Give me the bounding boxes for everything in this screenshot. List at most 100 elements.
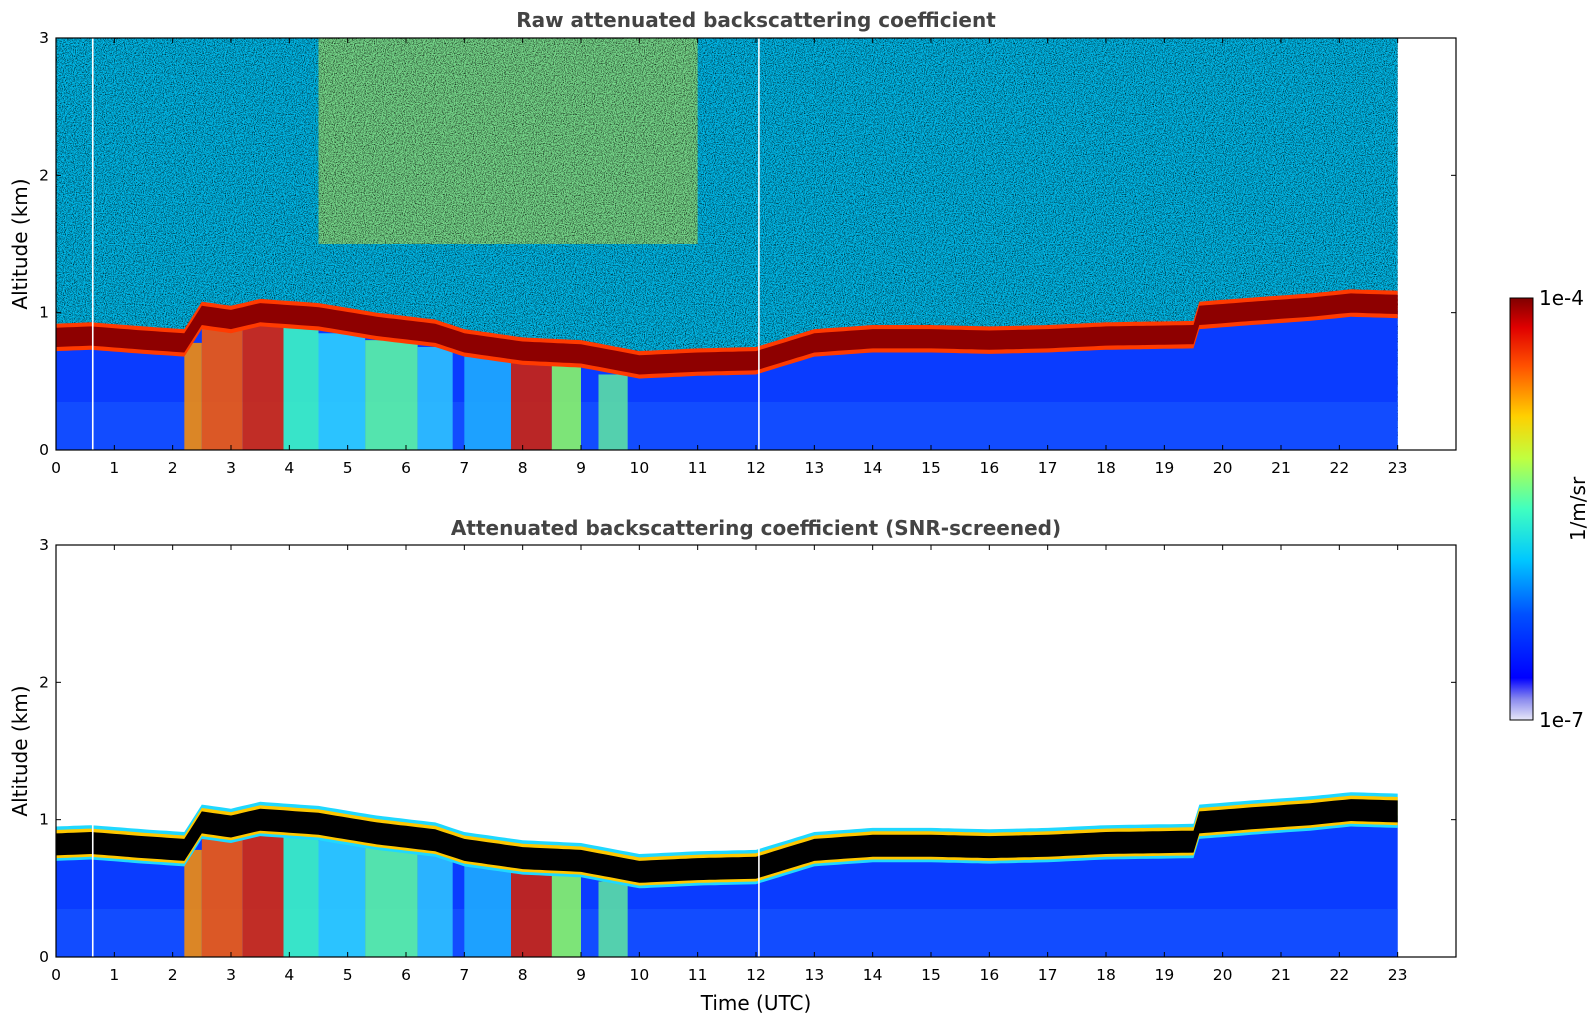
x-tick-label: 23 (1388, 966, 1408, 984)
precip-shaft (365, 847, 418, 957)
x-tick-label: 7 (459, 459, 469, 477)
x-tick-label: 5 (343, 459, 353, 477)
panel1-title: Raw attenuated backscattering coefficien… (516, 8, 996, 32)
x-tick-label: 21 (1271, 966, 1291, 984)
precip-shaft (417, 854, 453, 957)
x-tick-label: 13 (804, 459, 824, 477)
x-tick-label: 10 (629, 459, 649, 477)
data-gap-line (91, 38, 94, 450)
cloud-layer (56, 293, 1398, 375)
x-tick-label: 10 (629, 966, 649, 984)
precip-shaft (184, 849, 202, 957)
x-tick-label: 11 (688, 966, 708, 984)
x-tick-label: 22 (1329, 459, 1349, 477)
x-tick-label: 17 (1038, 459, 1058, 477)
x-axis-label: Time (UTC) (700, 991, 812, 1015)
x-tick-label: 22 (1329, 966, 1349, 984)
y-tick-label: 0 (39, 948, 49, 966)
precip-shaft (318, 840, 366, 957)
panel1-x-ticks: 0 1 2 3 4 5 6 7 8 9 10 11 12 13 14 15 16 17 18 19 20 21 22 23 (51, 38, 1408, 477)
precip-shaft (201, 326, 243, 450)
raw-backscatter-panel: Raw attenuated backscattering coefficien… (8, 8, 1457, 477)
x-tick-label: 7 (459, 966, 469, 984)
screened-backscatter-heatmap (56, 545, 1398, 957)
precip-shaft (417, 347, 453, 450)
precip-shaft (511, 360, 552, 450)
x-tick-label: 14 (863, 966, 883, 984)
precip-shaft (464, 860, 511, 957)
x-tick-label: 2 (168, 966, 178, 984)
precip-shaft (365, 340, 418, 450)
panel1-y-axis-label: Altitude (km) (8, 178, 32, 309)
x-tick-label: 17 (1038, 966, 1058, 984)
x-tick-label: 8 (518, 459, 528, 477)
x-tick-label: 1 (109, 966, 119, 984)
x-tick-label: 16 (979, 966, 999, 984)
x-tick-label: 0 (51, 966, 61, 984)
x-tick-label: 19 (1154, 459, 1174, 477)
panel2-y-ticks: 0 1 2 3 (39, 536, 1456, 966)
colorbar-max-label: 1e-4 (1539, 286, 1584, 310)
precip-shaft (551, 360, 581, 450)
x-tick-label: 11 (688, 459, 708, 477)
data-gap-line (91, 545, 94, 957)
y-tick-label: 1 (39, 811, 49, 829)
x-tick-label: 1 (109, 459, 119, 477)
x-tick-label: 18 (1096, 966, 1116, 984)
colorbar-min-label: 1e-7 (1539, 708, 1584, 732)
raw-backscatter-heatmap (56, 38, 1398, 450)
panel1-y-ticks: 0 1 2 3 (39, 29, 1456, 459)
x-tick-label: 18 (1096, 459, 1116, 477)
x-tick-label: 20 (1213, 459, 1233, 477)
x-tick-label: 19 (1154, 966, 1174, 984)
x-tick-label: 14 (863, 459, 883, 477)
screened-backscatter-panel: Attenuated backscattering coefficient (S… (8, 516, 1457, 1015)
x-tick-label: 0 (51, 459, 61, 477)
x-tick-label: 20 (1213, 966, 1233, 984)
x-tick-label: 23 (1388, 459, 1408, 477)
precip-shaft (201, 833, 243, 957)
y-tick-label: 2 (39, 673, 49, 691)
precip-shaft (551, 867, 581, 957)
y-tick-label: 2 (39, 166, 49, 184)
colorbar-gradient (1509, 297, 1534, 721)
x-tick-label: 6 (401, 966, 411, 984)
x-tick-label: 12 (746, 459, 766, 477)
panel2-y-axis-label: Altitude (km) (8, 685, 32, 816)
x-tick-label: 9 (576, 966, 586, 984)
x-tick-label: 3 (226, 966, 236, 984)
x-tick-label: 8 (518, 966, 528, 984)
y-tick-label: 3 (39, 29, 49, 47)
x-tick-label: 2 (168, 459, 178, 477)
precip-shaft (511, 867, 552, 957)
precip-shaft (318, 333, 366, 450)
x-tick-label: 3 (226, 459, 236, 477)
y-tick-label: 0 (39, 441, 49, 459)
x-tick-label: 13 (804, 966, 824, 984)
x-tick-label: 9 (576, 459, 586, 477)
precip-shaft (598, 881, 628, 957)
precip-shaft (283, 326, 319, 450)
precip-shaft (464, 353, 511, 450)
precip-shaft (242, 319, 284, 450)
x-tick-label: 21 (1271, 459, 1291, 477)
x-tick-label: 16 (979, 459, 999, 477)
x-tick-label: 6 (401, 459, 411, 477)
x-tick-label: 5 (343, 966, 353, 984)
colorbar-units-label: 1/m/sr (1566, 476, 1590, 541)
x-tick-label: 12 (746, 966, 766, 984)
precip-shaft (283, 833, 319, 957)
x-tick-label: 15 (921, 966, 941, 984)
precip-shaft (242, 826, 284, 957)
panel2-x-ticks: 0 1 2 3 4 5 6 7 8 9 10 11 12 13 14 15 16 17 18 19 20 21 22 23 (51, 545, 1408, 984)
x-tick-label: 15 (921, 459, 941, 477)
precip-shaft (184, 342, 202, 450)
y-tick-label: 1 (39, 304, 49, 322)
panel2-title: Attenuated backscattering coefficient (S… (451, 516, 1061, 540)
x-tick-label: 4 (284, 459, 294, 477)
data-gap-line (758, 38, 760, 450)
data-gap-line (758, 545, 760, 957)
precip-shaft (598, 374, 628, 450)
colorbar: 1e-4 1e-7 1/m/sr (1509, 286, 1590, 732)
